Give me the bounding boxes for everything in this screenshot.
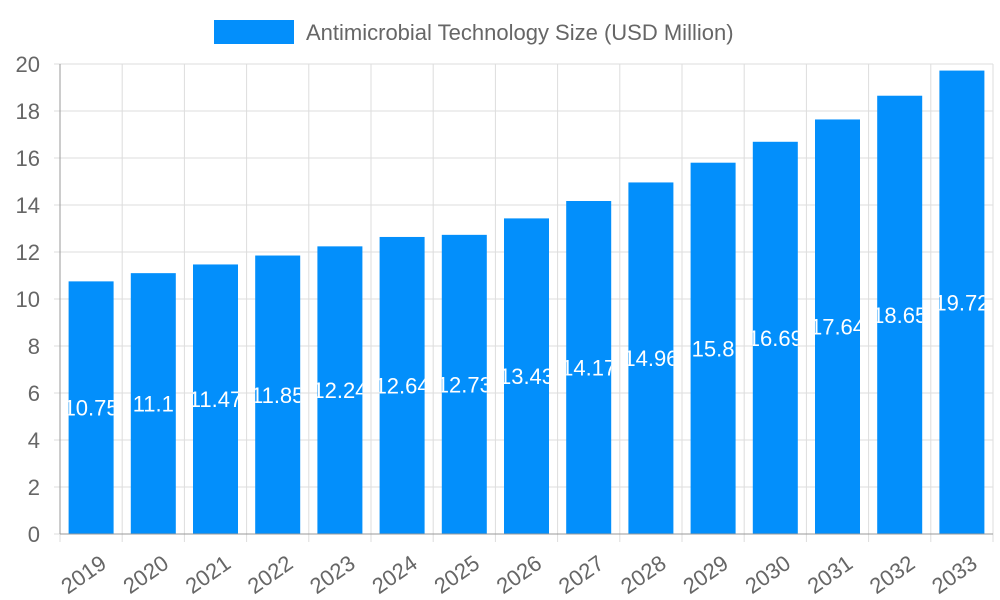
x-tick-label: 2033 [927, 550, 981, 599]
bar [566, 201, 612, 534]
data-label: 11.1 [133, 392, 174, 417]
x-tick-label: 2032 [865, 550, 919, 599]
legend-label: Antimicrobial Technology Size (USD Milli… [306, 20, 734, 45]
data-label: 12.24 [312, 378, 367, 403]
x-tick-label: 2022 [243, 550, 297, 599]
data-label: 15.8 [692, 336, 735, 361]
data-label: 19.72 [934, 290, 989, 315]
bar [317, 246, 363, 535]
y-tick-label: 10 [16, 287, 40, 312]
x-tick-label: 2028 [616, 550, 670, 599]
x-tick-label: 2031 [803, 550, 857, 599]
data-label: 10.75 [64, 396, 119, 421]
data-label: 12.73 [437, 372, 492, 397]
x-tick-label: 2024 [367, 550, 421, 599]
data-label: 17.64 [810, 315, 865, 340]
bar [690, 162, 736, 534]
legend[interactable]: Antimicrobial Technology Size (USD Milli… [214, 20, 734, 45]
legend-swatch [214, 20, 294, 44]
bar [255, 255, 301, 534]
bars: 10.75 11.1 11.47 11.85 12.24 12.64 12.73 13.43 1… [64, 70, 989, 535]
y-tick-label: 0 [28, 522, 40, 547]
bar [130, 273, 176, 534]
x-tick-label: 2025 [430, 550, 484, 599]
y-tick-label: 18 [16, 99, 40, 124]
y-tick-label: 2 [28, 475, 40, 500]
bar [193, 264, 238, 534]
data-label: 13.43 [499, 364, 554, 389]
x-tick-label: 2027 [554, 550, 608, 599]
data-label: 14.17 [561, 356, 616, 381]
x-tick-label: 2026 [492, 550, 546, 599]
y-tick-label: 8 [28, 334, 40, 359]
data-label: 18.65 [872, 303, 927, 328]
bar [752, 141, 798, 534]
bar [441, 234, 487, 534]
data-label: 14.96 [623, 346, 678, 371]
y-tick-label: 12 [16, 240, 40, 265]
bar [815, 119, 860, 535]
x-tick-label: 2019 [56, 550, 110, 599]
x-axis: 2019 2020 2021 2022 2023 2024 2025 2026 2027 2028… [56, 533, 993, 599]
x-tick-label: 2030 [741, 550, 795, 599]
data-label: 11.85 [251, 383, 304, 408]
data-label: 11.47 [189, 387, 242, 412]
bar [877, 95, 923, 534]
y-tick-label: 20 [16, 52, 40, 77]
y-tick-label: 4 [28, 428, 40, 453]
y-tick-label: 6 [28, 381, 40, 406]
bar [379, 236, 425, 534]
x-tick-label: 2029 [678, 550, 732, 599]
data-label: 12.64 [375, 373, 430, 398]
y-tick-label: 16 [16, 146, 40, 171]
data-label: 16.69 [748, 326, 803, 351]
bar [628, 182, 674, 534]
x-tick-label: 2020 [119, 550, 173, 599]
x-tick-label: 2023 [305, 550, 359, 599]
y-axis: 0 2 4 6 8 10 12 14 16 18 20 [16, 52, 61, 547]
bar [68, 281, 114, 534]
y-tick-label: 14 [16, 193, 40, 218]
bar [939, 70, 985, 534]
x-tick-label: 2021 [181, 550, 235, 599]
bar [504, 218, 549, 534]
